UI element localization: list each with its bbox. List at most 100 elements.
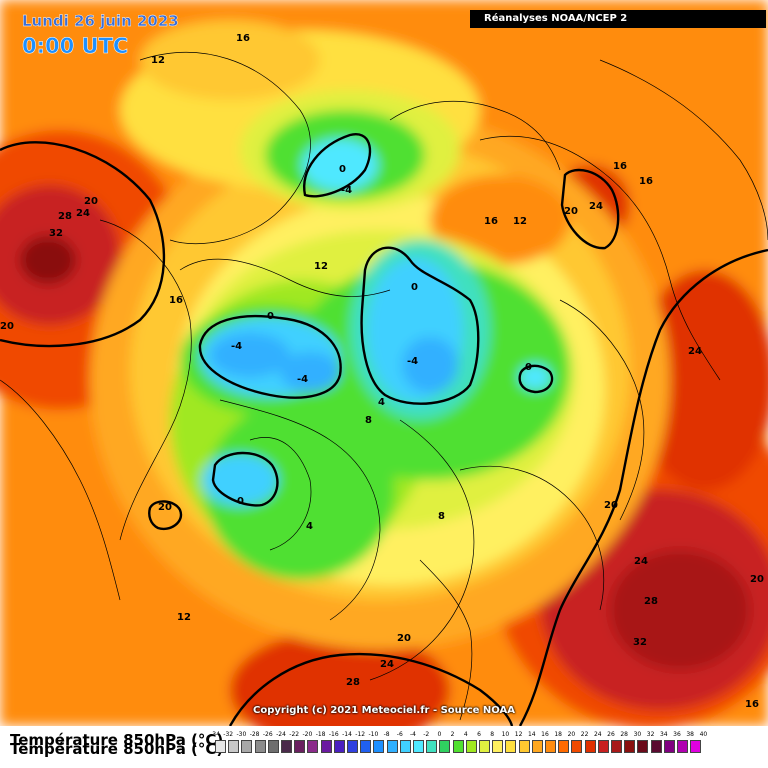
isotherm-label: 16	[639, 176, 653, 187]
temperature-map: 16 12 20 28 24 32 20 0 -4 16 12 16 16 20…	[0, 0, 768, 726]
scale-swatch	[650, 740, 662, 753]
scale-swatch	[241, 740, 253, 753]
scale-swatch	[677, 740, 688, 753]
isotherm-contours	[0, 133, 768, 726]
scale-swatch	[413, 740, 424, 753]
scale-tick-label: -24	[276, 731, 286, 738]
scale-tick-label: 26	[607, 731, 615, 738]
scale-swatch	[558, 740, 570, 753]
scale-tick-label: 34	[659, 731, 668, 738]
isotherm-24-pacific	[148, 500, 183, 531]
isotherm-label: 24	[688, 346, 702, 357]
temperature-fill	[0, 0, 768, 726]
isotherm-label: 20	[604, 500, 618, 511]
isotherm-label: 16	[613, 161, 627, 172]
scale-tick-label: -28	[249, 731, 260, 738]
isotherm-label: 16	[745, 699, 759, 710]
scale-tick-label: -4	[410, 731, 416, 738]
isotherm-label: 28	[644, 596, 658, 607]
scale-tick-label: -10	[368, 731, 379, 738]
isotherm-0-greenland	[211, 451, 279, 507]
isotherm-label: 32	[633, 637, 647, 648]
scale-swatch	[320, 740, 332, 753]
scale-swatch	[505, 740, 517, 753]
scale-swatch	[571, 740, 583, 753]
scale-tick-label: -12	[355, 731, 366, 738]
scale-swatch	[611, 740, 622, 753]
scale-tick-label: 10	[501, 731, 510, 738]
isotherm-label: 4	[378, 397, 385, 408]
scale-swatch	[465, 740, 477, 753]
scale-swatch	[347, 740, 358, 753]
scale-swatch	[267, 740, 279, 753]
scale-swatch	[360, 740, 372, 753]
isotherm-label: 12	[151, 55, 165, 66]
source-banner: Réanalyses NOAA/NCEP 2	[470, 10, 766, 28]
isotherm-label: 12	[177, 612, 191, 623]
isotherm-labels: 16 12 20 28 24 32 20 0 -4 16 12 16 16 20…	[0, 33, 764, 710]
scale-tick-label: -20	[302, 731, 313, 738]
scale-tick-label: -16	[328, 731, 339, 738]
scale-swatch	[439, 740, 451, 753]
isotherm-label: 8	[365, 415, 372, 426]
isotherm-label: 16	[236, 33, 250, 44]
scale-tick-label: 22	[580, 731, 589, 738]
scale-swatch	[307, 740, 319, 753]
isotherm-label: 20	[0, 321, 14, 332]
scale-tick-label: -22	[289, 731, 300, 738]
scale-tick-label: 18	[554, 731, 562, 738]
isotherm-24-asia	[518, 248, 768, 726]
isotherm-0-siberia	[518, 364, 554, 394]
scale-tick-label: -26	[262, 731, 273, 738]
isotherm-label: 16	[169, 295, 183, 306]
isotherm-label: 0	[237, 496, 244, 507]
chart-date: Lundi 26 juin 2023	[22, 12, 179, 30]
isotherm-label: 24	[634, 556, 648, 567]
coastlines	[0, 52, 768, 721]
scale-tick-label: 32	[646, 731, 655, 738]
isotherm-label: 0	[267, 311, 274, 322]
scale-tick-label: 4	[463, 731, 468, 738]
isotherm-0-canada	[198, 314, 342, 399]
legend-title-shadow: Température 850hPa (°C)	[10, 740, 224, 758]
scale-tick-label: -32	[223, 731, 234, 738]
scale-tick-label: 30	[633, 731, 642, 738]
isotherm-label: 16	[484, 216, 498, 227]
isotherm-label: 20	[397, 633, 411, 644]
scale-swatch	[492, 740, 504, 753]
scale-swatch	[663, 740, 675, 753]
scale-tick-label: -14	[342, 731, 352, 738]
scale-swatch	[584, 740, 596, 753]
isotherm-label: 20	[750, 574, 764, 585]
scale-tick-label: 0	[437, 731, 442, 738]
scale-tick-label: 28	[620, 731, 628, 738]
isotherm-label: 0	[411, 282, 418, 293]
scale-swatch	[690, 740, 702, 753]
isotherm-label: 20	[158, 502, 172, 513]
scale-swatch	[228, 740, 240, 753]
scale-swatch	[333, 740, 345, 753]
isotherm-label: 0	[525, 362, 532, 373]
scale-tick-label: -30	[236, 731, 247, 738]
isotherm-label: 32	[49, 228, 63, 239]
isotherm-0-north	[303, 133, 372, 198]
scale-tick-label: -18	[315, 731, 326, 738]
scale-swatch	[281, 740, 292, 753]
legend-bar: Température 850hPa (°C) Température 850h…	[0, 726, 768, 768]
scale-swatch	[426, 740, 438, 753]
isotherm-label: 12	[314, 261, 328, 272]
scale-swatch	[294, 740, 306, 753]
scale-swatch	[597, 740, 609, 753]
scale-swatch	[637, 740, 649, 753]
isotherm-label: 28	[346, 677, 360, 688]
scale-tick-label: 2	[450, 731, 455, 738]
isotherm-label: -4	[341, 185, 352, 196]
scale-tick-label: 6	[477, 731, 481, 738]
isotherm-label: 24	[380, 659, 394, 670]
isotherm-24-africa	[228, 652, 514, 726]
scale-tick-label: 20	[567, 731, 576, 738]
scale-tick-label: 12	[514, 731, 523, 738]
scale-tick-label: -2	[423, 731, 430, 738]
scale-swatch	[254, 740, 266, 753]
scale-tick-label: 40	[699, 731, 708, 738]
